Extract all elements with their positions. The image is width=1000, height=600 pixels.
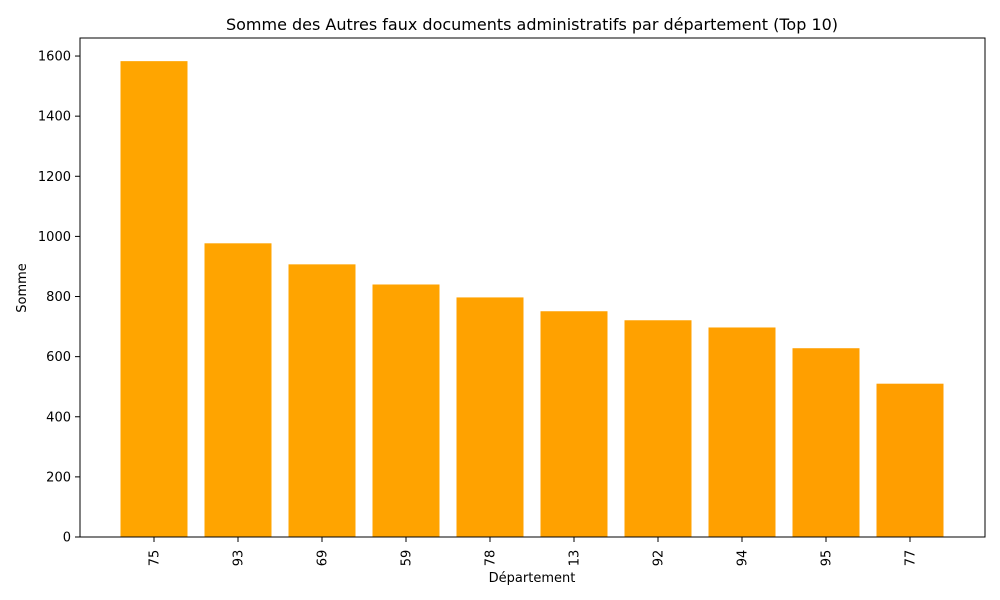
bar-92 [624,320,692,537]
bar-75 [120,61,188,537]
chart-title: Somme des Autres faux documents administ… [226,15,838,34]
y-tick-label: 600 [46,350,71,365]
bar-69 [288,264,356,537]
y-tick-label: 1000 [38,230,71,245]
y-axis: 0 200 400 600 800 1000 1200 1400 1600 [38,50,80,546]
bar-94 [708,327,776,537]
x-tick-label: 69 [316,550,331,567]
plot-area [79,37,986,538]
bar-78 [456,297,524,537]
x-tick-label: 77 [904,550,919,567]
x-tick-label: 92 [652,550,667,567]
x-axis: 75 93 69 59 78 13 92 94 95 77 [148,537,919,566]
y-tick-label: 1600 [38,50,71,65]
x-tick-label: 94 [736,550,751,567]
bar-59 [372,284,440,537]
bar-13 [540,311,608,537]
x-tick-label: 75 [148,550,163,567]
x-tick-label: 95 [820,550,835,567]
x-tick-label: 59 [400,550,415,567]
x-tick-label: 78 [484,550,499,567]
y-axis-label: Somme [15,263,30,313]
bar-77 [876,383,944,537]
x-axis-label: Département [489,571,576,586]
y-tick-label: 0 [63,531,71,546]
y-tick-label: 1200 [38,170,71,185]
plot-frame [79,37,986,538]
y-tick-label: 200 [46,470,71,485]
bar-93 [204,243,272,537]
bar-95 [792,348,860,537]
y-tick-label: 800 [46,290,71,305]
y-tick-label: 400 [46,410,71,425]
y-tick-label: 1400 [38,110,71,125]
x-tick-label: 13 [568,550,583,567]
x-tick-label: 93 [232,550,247,567]
